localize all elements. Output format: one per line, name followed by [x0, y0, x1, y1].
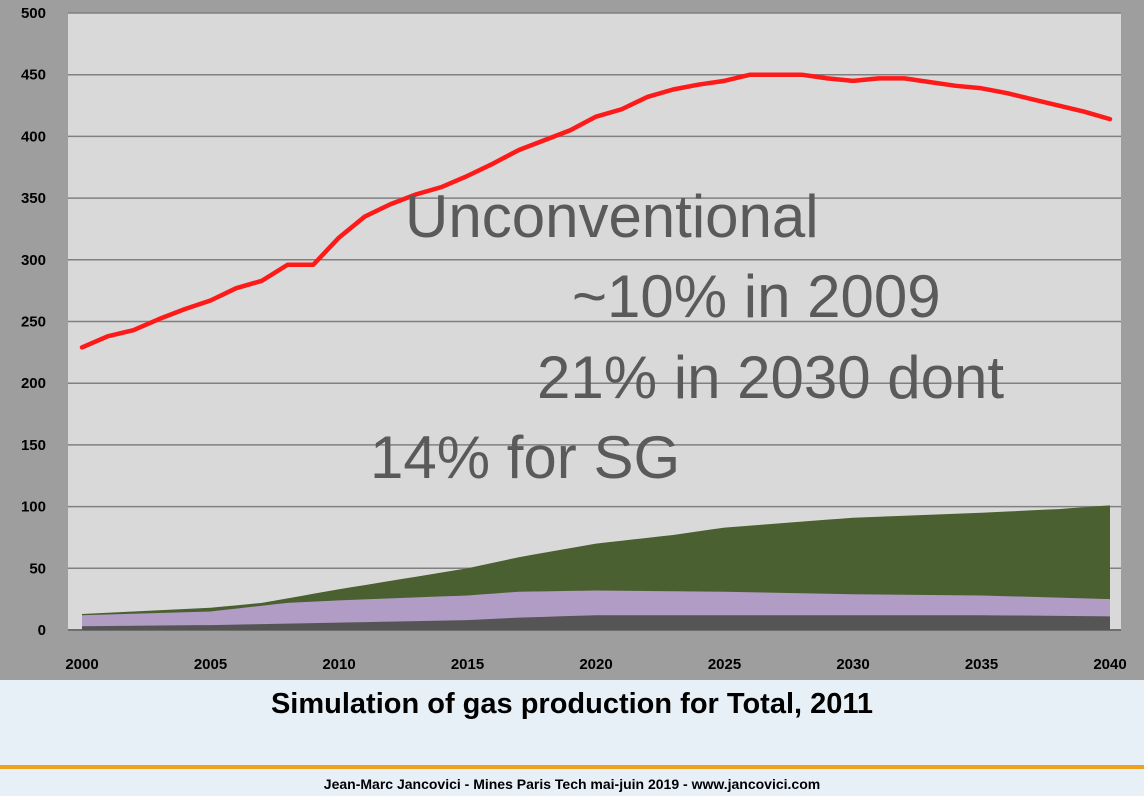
x-tick-label: 2035 [965, 656, 998, 673]
x-tick-label: 2040 [1093, 656, 1126, 673]
divider [0, 765, 1144, 769]
x-tick-label: 2015 [451, 656, 484, 673]
y-tick-label: 50 [29, 560, 46, 577]
y-tick-label: 500 [21, 5, 46, 22]
y-tick-label: 300 [21, 252, 46, 269]
y-tick-label: 100 [21, 499, 46, 516]
x-tick-label: 2005 [194, 656, 227, 673]
x-tick-label: 2000 [65, 656, 98, 673]
y-tick-label: 250 [21, 314, 46, 331]
red-line [79, 72, 1113, 350]
x-axis-ticks: 2000 2005 2010 2015 2020 2025 2030 2035 2040 [65, 656, 1126, 673]
y-tick-label: 150 [21, 437, 46, 454]
x-tick-label: 2025 [708, 656, 741, 673]
annotation-2009: ~10% in 2009 [572, 263, 941, 330]
y-tick-label: 200 [21, 375, 46, 392]
y-axis-ticks: 0 50 100 150 200 250 300 350 400 450 500 [21, 5, 46, 639]
x-tick-label: 2010 [322, 656, 355, 673]
annotations: Unconventional ~10% in 2009 21% in 2030 … [370, 183, 1004, 491]
y-tick-label: 450 [21, 67, 46, 84]
x-tick-label: 2030 [836, 656, 869, 673]
line-series [79, 72, 1113, 350]
y-tick-label: 0 [38, 622, 46, 639]
area-bottom-layer [82, 615, 1110, 630]
y-tick-label: 350 [21, 190, 46, 207]
annotation-sg: 14% for SG [370, 424, 680, 491]
x-tick-label: 2020 [579, 656, 612, 673]
footer: Jean-Marc Jancovici - Mines Paris Tech m… [323, 776, 821, 792]
chart-area: 0 50 100 150 200 250 300 350 400 450 500 2000 2005 2… [0, 0, 1144, 680]
y-tick-label: 400 [21, 128, 46, 145]
chart-caption: Simulation of gas production for Total, … [270, 688, 874, 720]
stacked-areas [82, 505, 1110, 630]
annotation-2030: 21% in 2030 dont [537, 344, 1004, 411]
annotation-unconventional: Unconventional [405, 183, 819, 250]
